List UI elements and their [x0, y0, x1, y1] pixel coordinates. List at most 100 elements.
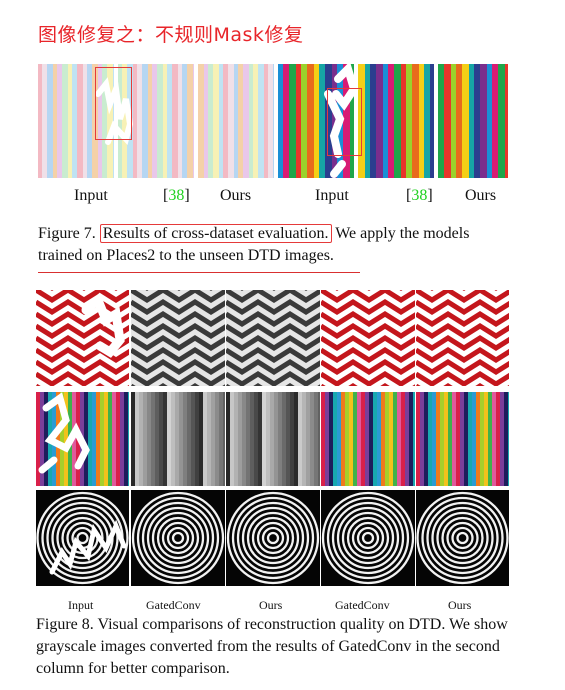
stripe [139, 392, 143, 486]
spiral-bg [131, 490, 225, 586]
zigzag-line [321, 359, 415, 375]
fig7-cite-number-1: 38 [168, 187, 185, 204]
stripe [104, 392, 108, 486]
stripe [208, 64, 213, 178]
stripe [397, 392, 401, 486]
stripe [191, 392, 195, 486]
spiral-ring [341, 511, 395, 565]
stripe [258, 392, 262, 486]
stripe [211, 392, 215, 486]
stripe [353, 392, 357, 486]
figure8-image-grid [36, 290, 510, 586]
stripe [163, 64, 167, 178]
stripe [84, 392, 88, 486]
spiral-ring [161, 521, 195, 555]
stripe [302, 392, 306, 486]
spiral-ring [436, 511, 489, 565]
stripe [498, 64, 505, 178]
stripe [325, 392, 329, 486]
stripe [492, 64, 498, 178]
stripe [505, 64, 508, 178]
stripe [258, 64, 264, 178]
spiral-ring [421, 496, 504, 580]
zigzag-line [226, 311, 320, 327]
zigzag-line [321, 335, 415, 351]
stripe [62, 64, 68, 178]
spiral-ring [131, 491, 225, 585]
stripe [143, 392, 147, 486]
stripe [131, 392, 135, 486]
stripe [238, 64, 243, 178]
spiral-ring [256, 521, 290, 555]
stripe [133, 64, 137, 178]
stripe [116, 392, 120, 486]
stripe [207, 392, 211, 486]
stripe [401, 392, 405, 486]
spiral-ring [136, 496, 220, 580]
stripe [98, 64, 102, 178]
stripe [314, 392, 318, 486]
stripe [179, 392, 183, 486]
mask-stroke [81, 292, 125, 358]
stripe [444, 64, 451, 178]
stripe [262, 392, 266, 486]
stripe [480, 64, 487, 178]
page-title: 图像修复之：不规则Mask修复 [38, 24, 304, 46]
zigzag-line [226, 347, 320, 363]
fig8-label-gatedconv-2: GatedConv [335, 598, 390, 612]
stripe [468, 392, 472, 486]
stripe [213, 64, 219, 178]
spiral-ring [226, 491, 320, 585]
zigzag-line [36, 371, 129, 386]
fig8-label-gatedconv-1: GatedConv [146, 598, 201, 612]
stripe [289, 64, 296, 178]
stripe [377, 392, 381, 486]
stripe [389, 392, 393, 486]
fig8-label-ours-1: Ours [259, 598, 283, 612]
stripe [238, 392, 242, 486]
stripe [310, 392, 314, 486]
stripe [278, 392, 282, 486]
zigzag-line [226, 371, 320, 386]
zigzag-line [36, 347, 129, 363]
stripe [460, 392, 464, 486]
zigzag-line [131, 359, 225, 375]
mask-stroke [38, 392, 90, 474]
zigzag-line [226, 323, 320, 339]
caption-underline [38, 272, 360, 273]
spiral-ring [151, 511, 205, 565]
stripe [413, 392, 415, 486]
stripe [448, 392, 452, 486]
zigzag-line [131, 299, 225, 315]
stripe [108, 392, 112, 486]
stripe [416, 392, 420, 486]
stripe [234, 64, 238, 178]
stripe [345, 392, 349, 486]
spiral-ring [431, 506, 494, 570]
spiral-ring [351, 521, 385, 555]
zigzag-line [416, 290, 509, 303]
stripe [424, 64, 430, 178]
zigzag-line [321, 311, 415, 327]
stripe [428, 392, 432, 486]
stripe [155, 392, 159, 486]
zigzag-line [321, 347, 415, 363]
stripe [444, 392, 448, 486]
spiral-ring [251, 516, 295, 560]
stripe [204, 64, 208, 178]
fig7-label-ours-2: Ours [465, 187, 497, 204]
stripe [306, 392, 310, 486]
stripe [350, 64, 354, 178]
stripe [175, 392, 179, 486]
stripe [167, 64, 172, 178]
stripe [376, 64, 383, 178]
stripe [464, 392, 468, 486]
fig8-label-input: Input [68, 598, 94, 612]
stripe [361, 392, 365, 486]
stripe [405, 392, 409, 486]
stripe [388, 64, 394, 178]
stripe [480, 392, 484, 486]
stripe [314, 64, 319, 178]
zigzag-line [36, 290, 129, 303]
stripe [230, 392, 234, 486]
